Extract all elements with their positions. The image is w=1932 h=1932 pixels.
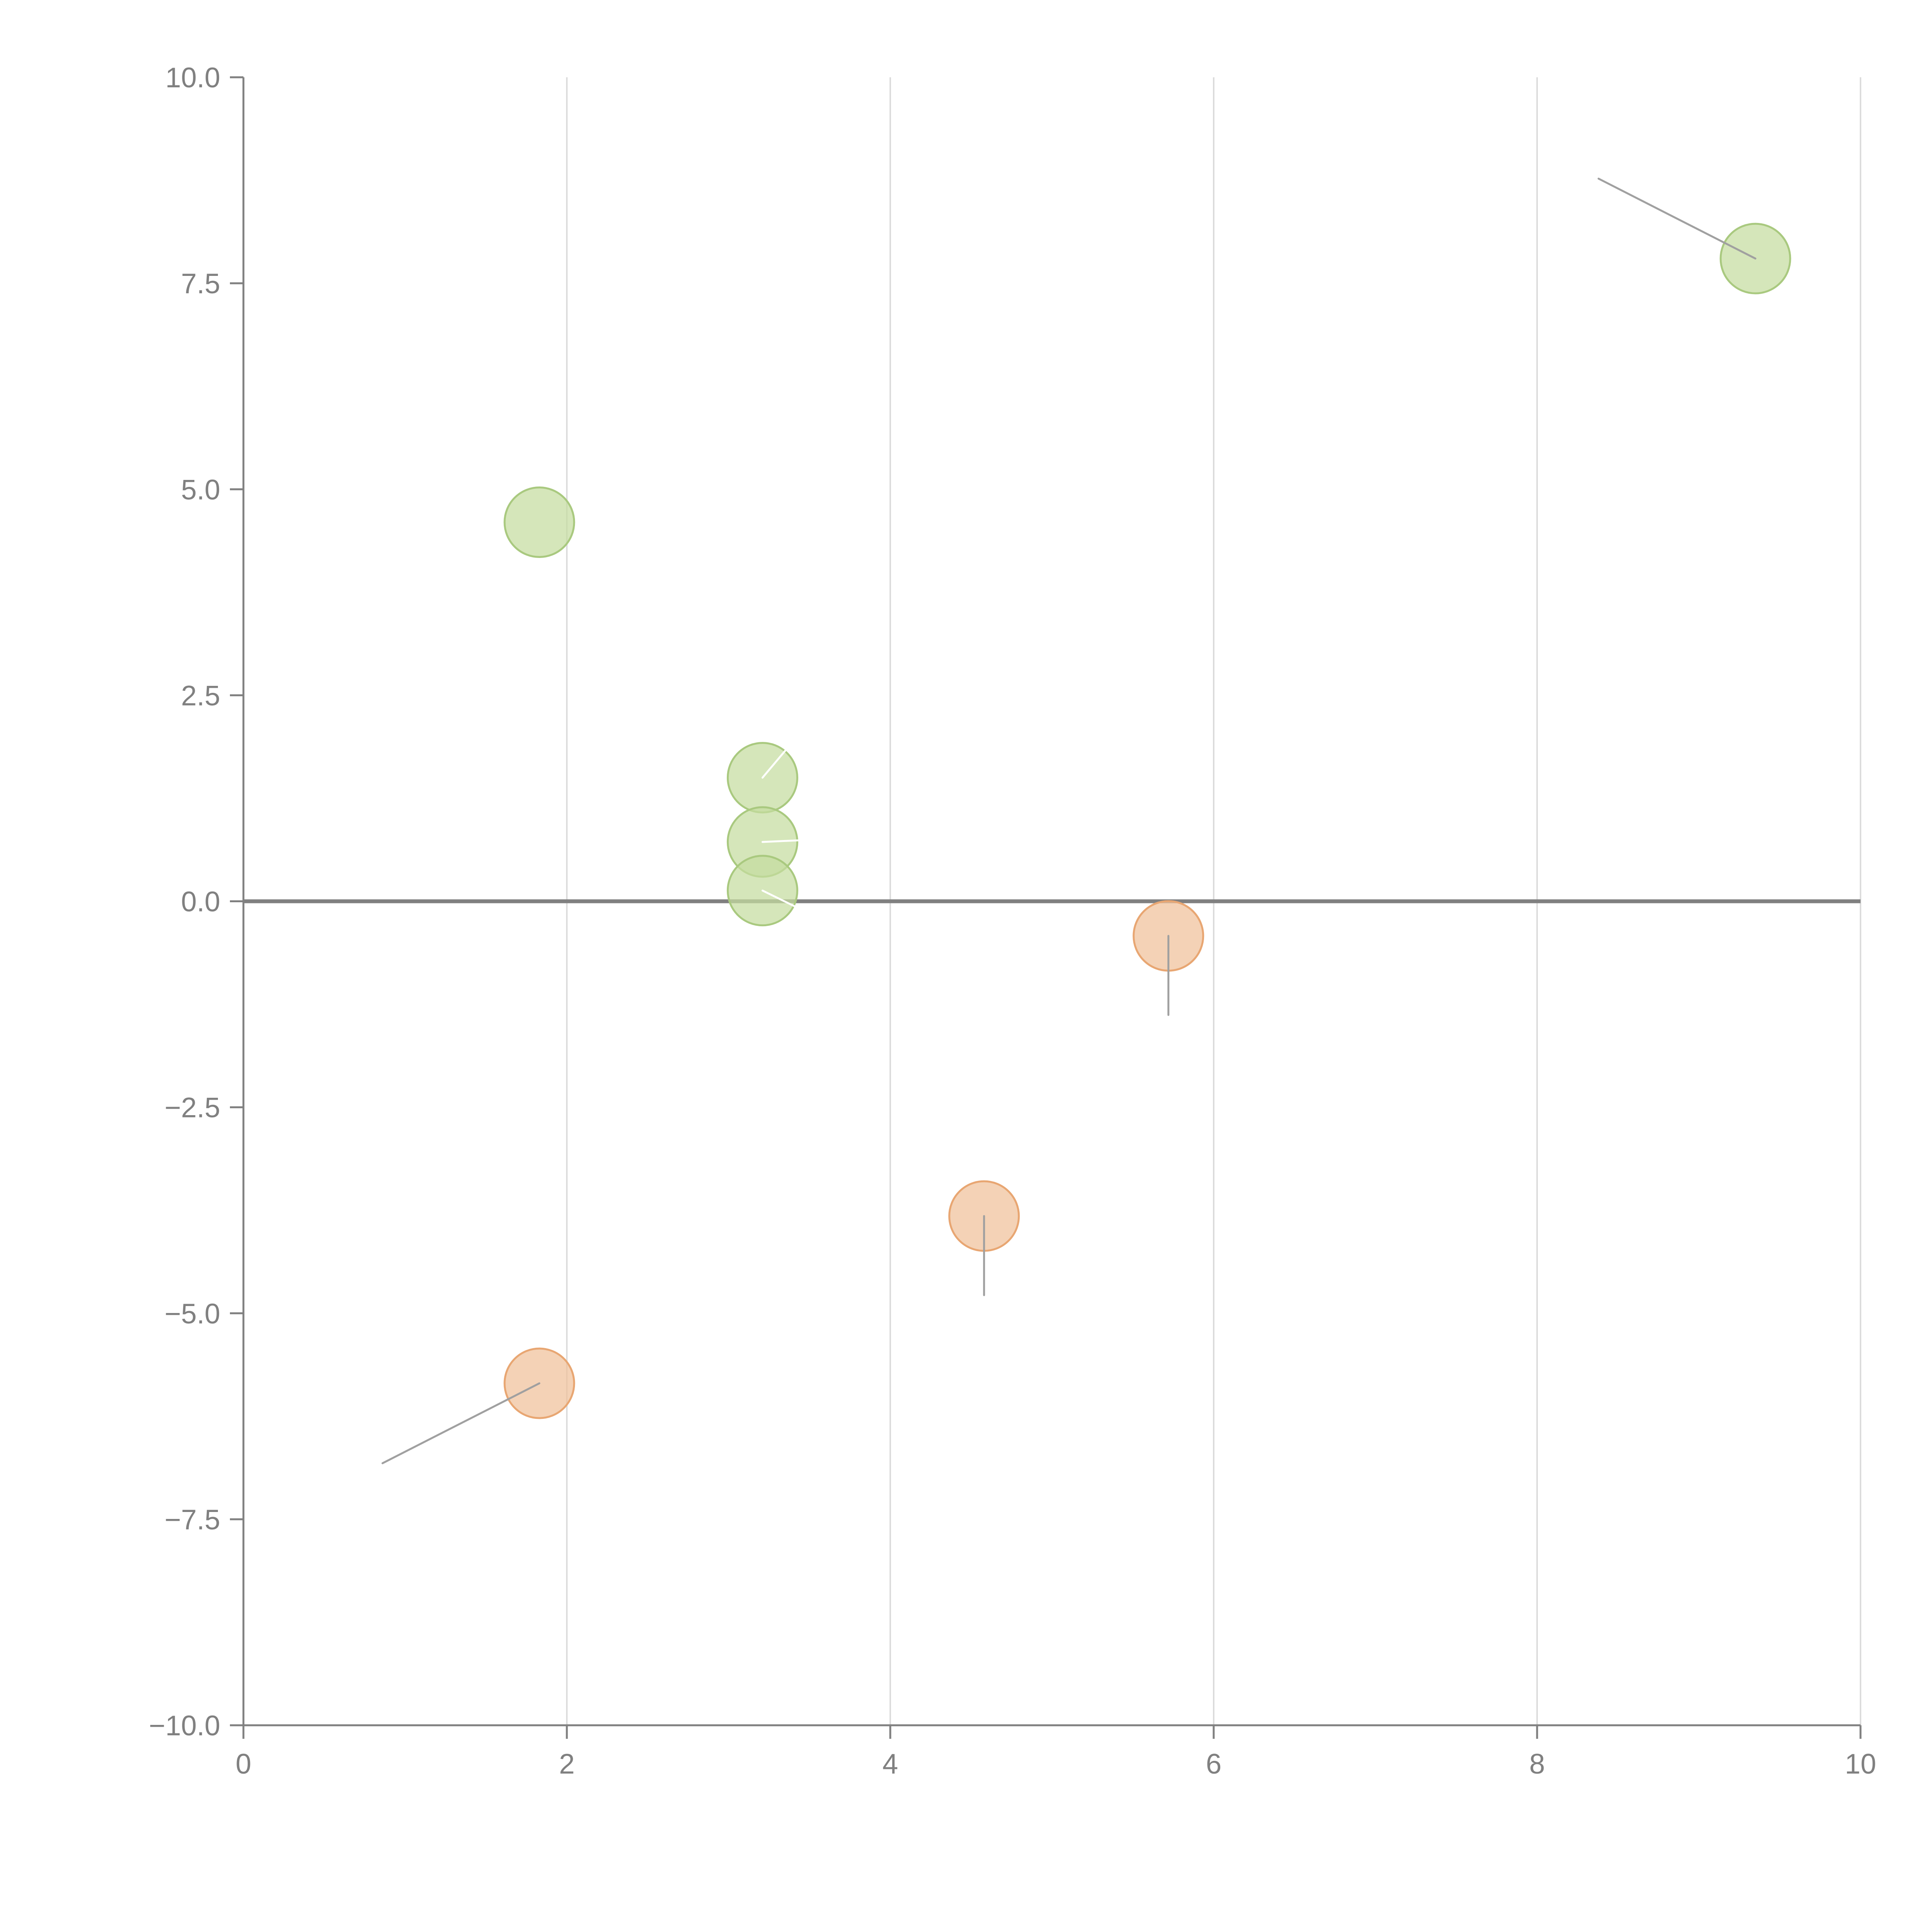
axes-layer: 0 2 4 6 8 10 −10.0 −7.5 −5.0 −2.5 0.0 2.5 5.0 7.5 10.0	[149, 62, 1876, 1780]
y-tick-label: 0.0	[181, 886, 220, 918]
x-tick-label: 2	[559, 1748, 575, 1780]
positive-leader-line	[761, 889, 806, 912]
y-tick-label: −2.5	[165, 1092, 220, 1124]
x-tick-label: 6	[1206, 1748, 1222, 1780]
y-tick-label: 2.5	[181, 680, 220, 711]
x-tick-label: 8	[1529, 1748, 1545, 1780]
positive-leader-line	[761, 748, 788, 779]
leaders-layer	[381, 177, 1757, 1464]
positive-leader-line	[1597, 177, 1757, 260]
y-tick-label: 5.0	[181, 474, 220, 505]
y-tick-label: −7.5	[165, 1504, 220, 1536]
y-tick-label: −5.0	[165, 1298, 220, 1330]
y-tick-label: 7.5	[181, 268, 220, 299]
x-tick-label: 4	[883, 1748, 898, 1780]
positive-leader-line	[761, 838, 819, 843]
y-tick-label: −10.0	[149, 1710, 220, 1742]
negative-leader-line	[381, 1382, 541, 1464]
x-tick-label: 10	[1845, 1748, 1876, 1780]
x-tick-label: 0	[236, 1748, 252, 1780]
y-tick-label: 10.0	[165, 62, 220, 94]
positive-point	[503, 486, 575, 558]
